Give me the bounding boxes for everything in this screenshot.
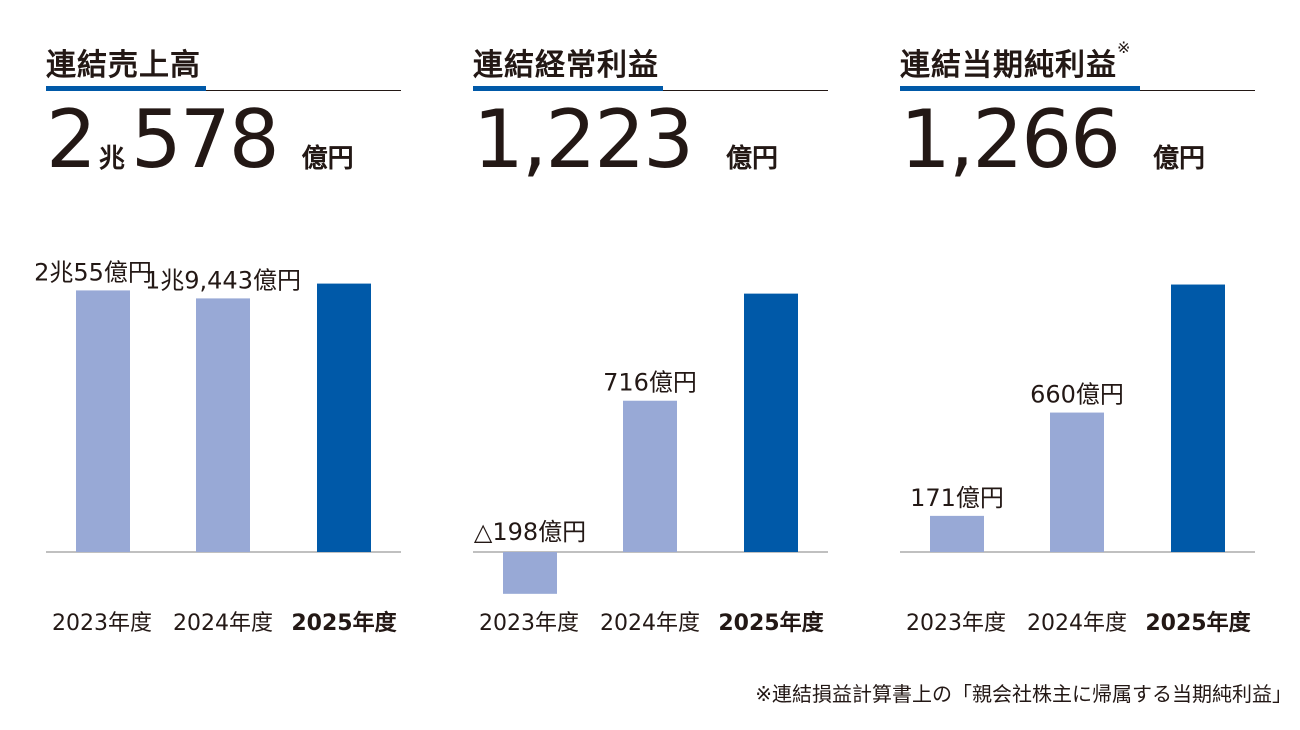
category-label: 2023年度	[906, 611, 1006, 636]
panel-title: 連結売上高	[46, 48, 201, 83]
bar-2025年度	[744, 293, 798, 552]
category-label: 2023年度	[479, 611, 579, 636]
bar-2025年度	[317, 283, 371, 552]
bar-2023年度	[930, 515, 984, 552]
headline-value: 1,223 億円	[473, 93, 779, 186]
data-label: 716億円	[603, 369, 697, 397]
category-label: 2024年度	[600, 611, 700, 636]
footnote: ※連結損益計算書上の「親会社株主に帰属する当期純利益」	[755, 682, 1292, 706]
data-label: 1兆9,443億円	[145, 266, 301, 294]
bar-2024年度	[196, 298, 250, 552]
title-rule	[46, 90, 401, 91]
category-label: 2025年度	[718, 610, 824, 636]
bar-2024年度	[623, 400, 677, 552]
data-label: 171億円	[910, 484, 1004, 512]
panel-title: 連結経常利益	[473, 48, 659, 83]
panel-net-sales: 連結売上高 2 兆578 億円 2兆55億円 2023年度 1兆9,443億円 2024年…	[34, 0, 406, 660]
bar-2025年度	[1171, 284, 1225, 552]
panel-ordinary-profit: 連結経常利益 1,223 億円 △198億円 2023年度 716億円 2024年度 20…	[473, 0, 833, 660]
panel-net-income: 連結当期純利益※ 1,266 億円 171億円 2023年度 660億円 2024年度 2…	[900, 0, 1260, 660]
data-label: 660億円	[1030, 381, 1124, 409]
bar-2023年度	[503, 552, 557, 594]
bar-chart-net-sales: 2兆55億円 2023年度 1兆9,443億円 2024年度 2025年度	[34, 258, 401, 636]
title-accent-bar	[46, 86, 206, 91]
category-label: 2024年度	[1027, 611, 1127, 636]
data-label: △198億円	[474, 518, 586, 546]
category-label: 2025年度	[291, 610, 397, 636]
title-accent-bar	[473, 86, 663, 91]
panel-title: 連結当期純利益※	[900, 38, 1132, 83]
headline-value: 1,266 億円	[900, 93, 1206, 186]
category-label: 2025年度	[1145, 610, 1251, 636]
bar-2023年度	[76, 290, 130, 552]
title-accent-bar	[900, 86, 1140, 91]
data-label: 2兆55億円	[34, 258, 152, 286]
bar-chart-net-income: 171億円 2023年度 660億円 2024年度 2025年度	[900, 284, 1255, 636]
category-label: 2024年度	[173, 611, 273, 636]
headline-value: 2 兆578 億円	[46, 93, 354, 186]
bar-2024年度	[1050, 412, 1104, 552]
category-label: 2023年度	[52, 611, 152, 636]
bar-chart-ordinary-profit: △198億円 2023年度 716億円 2024年度 2025年度	[473, 293, 828, 636]
